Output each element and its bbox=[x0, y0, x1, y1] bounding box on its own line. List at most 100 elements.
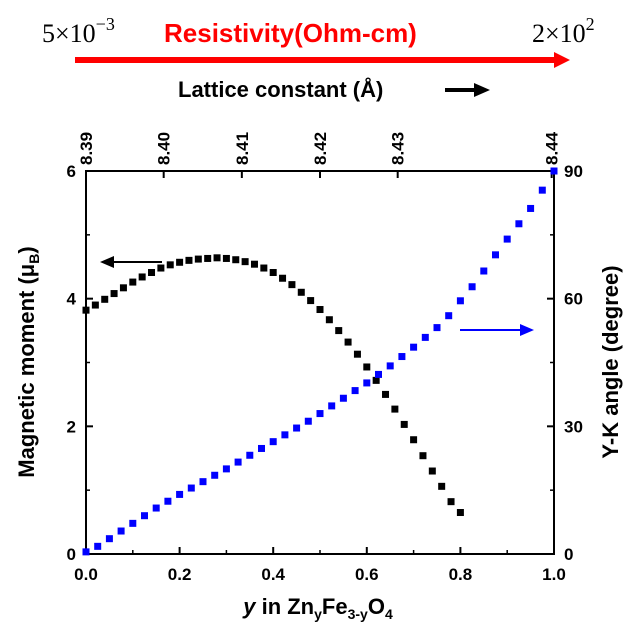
top-tick-label: 8.44 bbox=[543, 131, 562, 165]
series-2-point bbox=[550, 167, 558, 175]
series-2-point bbox=[141, 512, 148, 520]
resistivity-min-label: 5×10−3 bbox=[42, 14, 115, 48]
series-1-point bbox=[400, 420, 408, 428]
series-2-point bbox=[328, 402, 336, 410]
series-2-point bbox=[246, 451, 254, 459]
series-2-point bbox=[410, 343, 418, 351]
top-tick-label: 8.42 bbox=[311, 132, 330, 165]
series-2-point bbox=[503, 235, 511, 243]
x-tick-label: 0.4 bbox=[261, 565, 285, 584]
resistivity-arrow-head bbox=[554, 52, 570, 68]
y-right-tick-label: 60 bbox=[564, 290, 583, 309]
series-2-point bbox=[456, 297, 464, 305]
series-2-point bbox=[269, 438, 277, 446]
series-1-point bbox=[344, 338, 352, 346]
x-tick-label: 1.0 bbox=[542, 565, 566, 584]
series-2-point bbox=[199, 478, 207, 486]
series-2-point bbox=[480, 267, 488, 275]
series-2-point bbox=[234, 458, 242, 466]
right-axis-indicator-head bbox=[520, 324, 534, 336]
series-1-point bbox=[382, 390, 390, 398]
series-1-point bbox=[279, 274, 287, 282]
ticks-group: 0.0 0.2 0.4 0.6 0.8 1.0 8.39 8.40 8.41 8.42 8.43 8.… bbox=[67, 131, 583, 584]
series-1-point bbox=[438, 482, 446, 490]
top-tick-label: 8.40 bbox=[155, 132, 174, 165]
series-2-point bbox=[421, 333, 429, 341]
top-axis-arrow-head bbox=[474, 83, 490, 97]
series-1-point bbox=[148, 268, 156, 276]
x-tick-label: 0.6 bbox=[355, 565, 379, 584]
top-tick-label: 8.41 bbox=[233, 132, 252, 165]
series-1-point bbox=[82, 306, 90, 314]
series-1-point bbox=[213, 254, 221, 262]
marks-group bbox=[82, 167, 558, 556]
series-1-point bbox=[335, 327, 343, 335]
y-right-tick-label: 0 bbox=[564, 545, 573, 564]
series-2-point bbox=[515, 220, 523, 228]
series-1-point bbox=[391, 405, 399, 413]
series-1-point bbox=[297, 288, 305, 296]
series-1-point bbox=[176, 258, 184, 266]
series-2-point bbox=[375, 370, 382, 378]
series-2-point bbox=[445, 312, 453, 320]
series-2-point bbox=[176, 490, 184, 498]
series-2-point bbox=[82, 548, 90, 556]
series-2-point bbox=[468, 283, 476, 291]
series-2-point bbox=[164, 497, 172, 505]
series-2-point bbox=[538, 186, 546, 194]
series-1-point bbox=[110, 290, 118, 298]
series-1-point bbox=[194, 255, 202, 263]
y-right-tick-label: 30 bbox=[564, 417, 583, 436]
series-2-point bbox=[152, 504, 160, 512]
left-axis-indicator-head bbox=[100, 256, 114, 268]
series-1-point bbox=[138, 273, 146, 281]
top-tick-label: 8.39 bbox=[77, 132, 96, 165]
series-1-point bbox=[260, 264, 268, 272]
series-1-point bbox=[419, 452, 427, 460]
series-1-point bbox=[428, 467, 436, 475]
series-1-point bbox=[269, 268, 277, 276]
plot-frame bbox=[85, 170, 555, 555]
series-2-point bbox=[339, 394, 347, 402]
y-right-tick-label: 90 bbox=[564, 162, 583, 181]
series-2-point bbox=[351, 387, 359, 395]
series-2-point bbox=[105, 535, 113, 543]
series-1-point bbox=[363, 363, 371, 371]
series-2-point bbox=[222, 465, 230, 473]
top-axis-title: Lattice constant (Å) bbox=[178, 76, 383, 102]
series-1-point bbox=[241, 258, 249, 266]
resistivity-title: Resistivity(Ohm-cm) bbox=[164, 18, 417, 48]
series-2-point bbox=[304, 417, 312, 425]
series-1-point bbox=[447, 498, 455, 506]
series-1-point bbox=[157, 264, 165, 272]
series-1-point bbox=[91, 301, 99, 309]
series-2-point bbox=[386, 362, 394, 370]
series-2-point bbox=[293, 424, 301, 432]
series-1-point bbox=[456, 509, 464, 517]
series-1-point bbox=[232, 256, 240, 264]
series-2-point bbox=[187, 484, 195, 492]
series-1-point bbox=[119, 284, 127, 292]
series-2-point bbox=[281, 431, 289, 439]
series-2-point bbox=[129, 519, 137, 527]
x-tick-label: 0.0 bbox=[74, 565, 98, 584]
series-2-point bbox=[398, 353, 406, 361]
series-1-point bbox=[204, 254, 212, 262]
y-left-axis-title: Magnetic moment (μB) bbox=[14, 246, 42, 477]
series-1-point bbox=[185, 256, 193, 264]
series-1-point bbox=[288, 281, 296, 289]
series-2-point bbox=[258, 444, 265, 452]
series-2-point bbox=[211, 471, 219, 479]
series-1-point bbox=[325, 316, 333, 324]
series-1-point bbox=[372, 376, 380, 384]
series-2-point bbox=[433, 324, 441, 332]
top-tick-label: 8.43 bbox=[389, 132, 408, 165]
y-left-tick-label: 2 bbox=[67, 417, 76, 436]
series-2-point bbox=[316, 410, 324, 418]
y-left-tick-label: 4 bbox=[67, 290, 77, 309]
series-1-point bbox=[307, 297, 315, 305]
x-tick-label: 0.2 bbox=[168, 565, 192, 584]
series-2-point bbox=[94, 542, 102, 550]
series-2-point bbox=[117, 527, 125, 535]
